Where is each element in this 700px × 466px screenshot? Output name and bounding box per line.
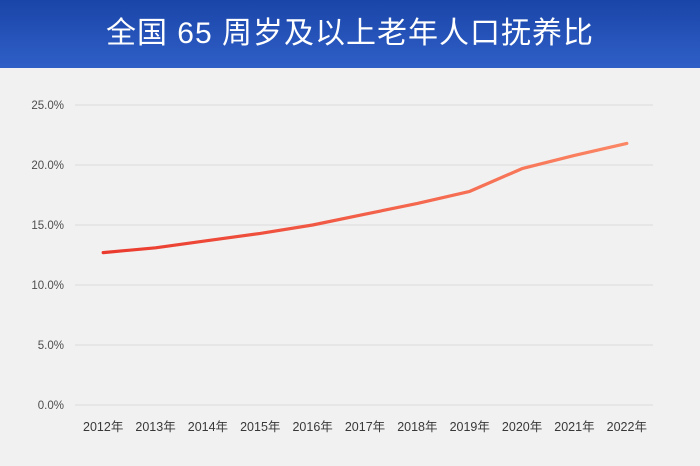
y-tick-label: 10.0% xyxy=(31,280,64,292)
y-tick-label: 5.0% xyxy=(38,340,64,352)
chart-title: 全国 65 周岁及以上老年人口抚养比 xyxy=(105,17,595,50)
x-tick-label: 2019年 xyxy=(450,420,490,434)
x-tick-label: 2022年 xyxy=(607,420,647,434)
y-tick-label: 25.0% xyxy=(31,100,64,112)
chart-header: 全国 65 周岁及以上老年人口抚养比 xyxy=(0,0,700,68)
x-tick-label: 2014年 xyxy=(188,420,228,434)
chart-area: 0.0% 5.0% 10.0% 15.0% 20.0% 25.0% 2012年 2013年 2… xyxy=(0,68,700,466)
y-tick-label: 15.0% xyxy=(31,220,64,232)
x-tick-label: 2012年 xyxy=(83,420,123,434)
y-axis-labels: 0.0% 5.0% 10.0% 15.0% 20.0% 25.0% xyxy=(31,100,64,412)
dependency-ratio-line xyxy=(101,141,629,255)
x-tick-label: 2013年 xyxy=(135,420,175,434)
line-chart: 0.0%5.0%10.0%15.0%20.0%25.0% 2012年 2013年 2… xyxy=(31,100,653,434)
x-tick-label: 2021年 xyxy=(554,420,594,434)
x-tick-label: 2016年 xyxy=(292,420,332,434)
x-tick-label: 2020年 xyxy=(502,420,542,434)
y-tick-label: 20.0% xyxy=(31,160,64,172)
x-tick-label: 2015年 xyxy=(240,420,280,434)
y-tick-label: 0.0% xyxy=(38,400,64,412)
x-tick-label: 2017年 xyxy=(345,420,385,434)
x-axis-labels: 2012年 2013年 2014年 2015年 2016年 2017年 2018年 2019年… xyxy=(83,420,647,434)
x-tick-label: 2018年 xyxy=(397,420,437,434)
gridlines xyxy=(75,104,653,406)
